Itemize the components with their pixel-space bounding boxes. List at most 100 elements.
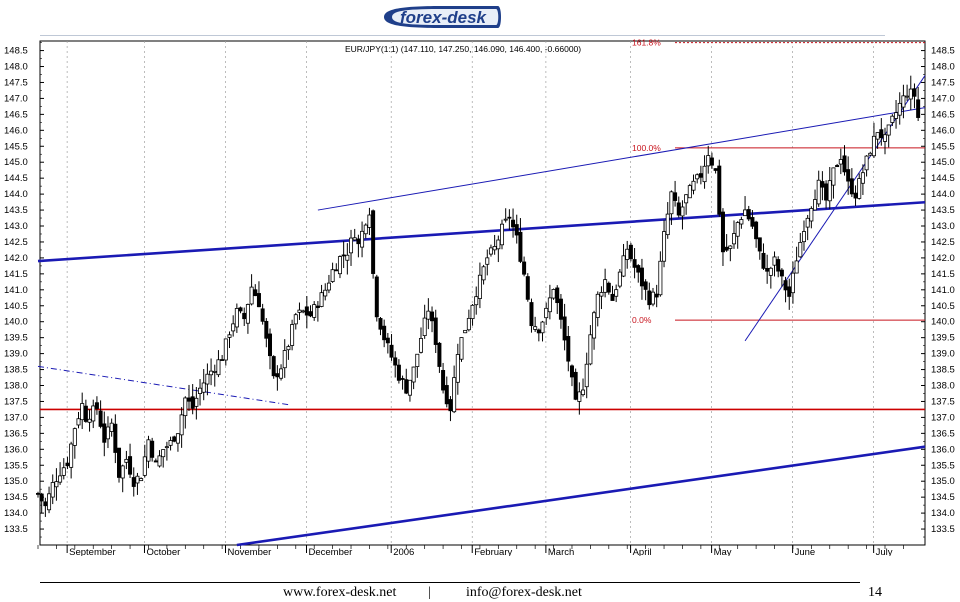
candle-body — [838, 159, 843, 165]
candle-body — [632, 259, 637, 268]
trendline-rising-support — [744, 75, 926, 342]
fib-level-label: 100.0% — [632, 143, 661, 153]
candle-body — [470, 304, 475, 320]
y-tick-label-right: 147.5 — [931, 77, 955, 88]
y-tick-label-left: 145.5 — [4, 141, 28, 152]
candle-body — [673, 192, 678, 201]
y-tick-label-left: 134.5 — [4, 492, 28, 503]
y-tick-label-right: 138.5 — [931, 365, 955, 376]
candle-body — [860, 172, 865, 184]
candle-body — [647, 290, 652, 306]
candle-body — [418, 338, 423, 353]
y-tick-label-left: 147.5 — [4, 77, 28, 88]
y-tick-label-right: 136.0 — [931, 444, 955, 455]
x-axis: September October November December 2006 Febr… — [37, 545, 904, 556]
y-tick-label-right: 144.5 — [931, 173, 955, 184]
candle-body — [139, 478, 144, 482]
y-tick-label-right: 141.0 — [931, 285, 955, 296]
candle-body — [529, 302, 534, 327]
candle-body — [831, 167, 836, 186]
candle-body — [787, 286, 792, 297]
candle-body — [301, 310, 306, 313]
candle-body — [801, 231, 806, 243]
candle-body — [776, 259, 781, 272]
y-tick-label-right: 142.0 — [931, 253, 955, 264]
candle-body — [220, 359, 225, 361]
candle-body — [98, 410, 103, 427]
candle-body — [610, 293, 615, 301]
chart-title: EUR/JPY(1:1) (147.110, 147.250, 146.090,… — [345, 44, 581, 54]
y-tick-label-right: 134.5 — [931, 492, 955, 503]
y-tick-label-right: 135.5 — [931, 460, 955, 471]
candle-body — [905, 95, 910, 98]
y-tick-label-right: 137.0 — [931, 412, 955, 423]
candle-body — [91, 405, 96, 422]
candle-body — [216, 359, 221, 376]
y-tick-label-left: 145.0 — [4, 157, 28, 168]
y-tick-label-left: 140.5 — [4, 301, 28, 312]
top-divider — [40, 35, 885, 36]
candle-body — [268, 333, 273, 357]
candle-body — [540, 321, 545, 334]
candle-body — [43, 501, 48, 507]
candle-body — [790, 272, 795, 294]
candle-body — [794, 260, 799, 274]
candle-body — [558, 298, 563, 320]
candle-body — [757, 237, 762, 252]
candle-body — [768, 267, 773, 276]
candle-body — [150, 440, 155, 458]
candle-body — [437, 342, 442, 367]
candle-body — [201, 382, 206, 393]
candle-body — [275, 373, 280, 378]
month-label: June — [795, 547, 816, 556]
candle-body — [625, 248, 630, 260]
candle-body — [279, 368, 284, 379]
candle-body — [330, 269, 335, 282]
y-tick-label-left: 144.0 — [4, 189, 28, 200]
candle-body — [691, 180, 696, 191]
candle-body — [724, 246, 729, 251]
candles — [36, 75, 921, 517]
candle-body — [857, 178, 862, 199]
candle-body — [805, 217, 810, 228]
footer-divider — [40, 582, 860, 583]
y-tick-label-right: 139.0 — [931, 349, 955, 360]
candle-body — [161, 449, 166, 458]
month-label: December — [309, 547, 353, 556]
y-tick-label-right: 146.5 — [931, 109, 955, 120]
candle-body — [183, 397, 188, 417]
y-axis-right: 133.5 134.0 134.5 135.0 135.5 136.0 136.5 137.0… — [921, 42, 955, 538]
candle-body — [271, 356, 276, 377]
page-number: 14 — [868, 585, 882, 600]
candle-body — [113, 423, 118, 453]
candle-body — [695, 174, 700, 180]
candle-body — [916, 99, 921, 118]
candle-body — [492, 245, 497, 251]
candle-body — [717, 165, 722, 215]
month-label: March — [548, 547, 574, 556]
y-tick-label-right: 135.0 — [931, 476, 955, 487]
trendline-falling-resistance — [37, 365, 289, 406]
candle-body — [463, 329, 468, 334]
candle-body — [606, 282, 611, 293]
candle-body — [706, 155, 711, 167]
candle-body — [374, 276, 379, 318]
footer-website[interactable]: www.forex-desk.net — [283, 585, 397, 600]
candle-body — [153, 460, 158, 463]
candle-body — [901, 95, 906, 108]
candle-body — [728, 245, 733, 249]
y-tick-label-left: 143.0 — [4, 221, 28, 232]
candle-body — [555, 287, 560, 304]
candle-body — [603, 279, 608, 293]
candle-body — [238, 307, 243, 312]
candle-body — [662, 231, 667, 262]
candle-body — [389, 344, 394, 358]
y-tick-label-left: 144.5 — [4, 173, 28, 184]
trendlines — [37, 75, 926, 547]
candle-body — [190, 396, 195, 409]
candle-body — [304, 306, 309, 316]
footer-email[interactable]: info@forex-desk.net — [466, 585, 582, 600]
candle-body — [341, 254, 346, 257]
trendline-lower-channel — [236, 445, 926, 547]
month-label: 2006 — [393, 547, 414, 556]
